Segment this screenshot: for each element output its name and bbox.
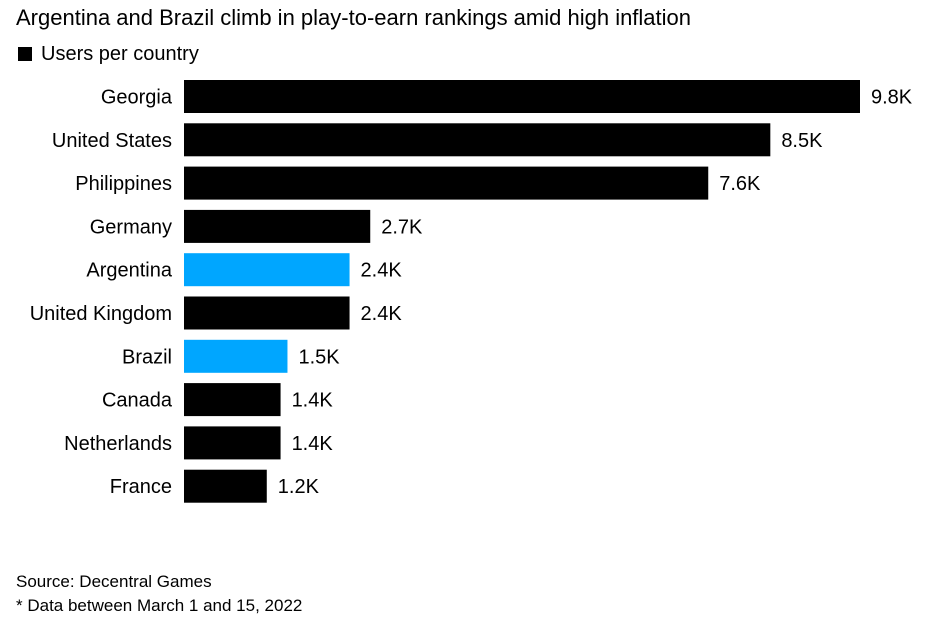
value-label-brazil: 1.5K: [298, 346, 340, 368]
source-note: Source: Decentral Games: [16, 572, 212, 591]
bar-france: [184, 469, 267, 503]
legend-label: Users per country: [41, 42, 199, 65]
value-label-france: 1.2K: [278, 476, 320, 498]
value-label-georgia: 9.8K: [871, 87, 913, 109]
value-label-germany: 2.7K: [381, 216, 423, 238]
bar-georgia: [184, 80, 860, 113]
bar-chart: Georgia 9.8K United States 8.5K Philippines 7…: [30, 80, 913, 503]
category-label-brazil: Brazil: [122, 346, 172, 368]
value-label-united-states: 8.5K: [781, 130, 823, 152]
category-label-germany: Germany: [90, 216, 172, 238]
bar-united-states: [184, 123, 771, 157]
bar-united-kingdom: [184, 296, 350, 330]
value-label-canada: 1.4K: [292, 390, 334, 412]
footnote: * Data between March 1 and 15, 2022: [16, 596, 303, 615]
bar-netherlands: [184, 426, 281, 460]
category-label-argentina: Argentina: [86, 260, 172, 282]
category-label-georgia: Georgia: [101, 87, 173, 109]
value-label-philippines: 7.6K: [719, 173, 761, 195]
value-label-argentina: 2.4K: [361, 260, 403, 282]
category-label-france: France: [110, 476, 172, 498]
category-label-united-states: United States: [52, 130, 172, 152]
category-label-united-kingdom: United Kingdom: [30, 303, 172, 325]
legend: Users per country: [18, 43, 199, 65]
category-label-canada: Canada: [102, 390, 173, 412]
bar-philippines: [184, 166, 709, 200]
bar-canada: [184, 383, 281, 417]
bar-argentina: [184, 253, 350, 287]
legend-swatch: [18, 47, 32, 61]
category-label-philippines: Philippines: [75, 173, 172, 195]
chart-title: Argentina and Brazil climb in play-to-ea…: [16, 5, 692, 30]
value-label-united-kingdom: 2.4K: [361, 303, 403, 325]
bar-germany: [184, 209, 371, 243]
category-label-netherlands: Netherlands: [64, 433, 172, 455]
value-label-netherlands: 1.4K: [292, 433, 334, 455]
bar-brazil: [184, 339, 288, 373]
